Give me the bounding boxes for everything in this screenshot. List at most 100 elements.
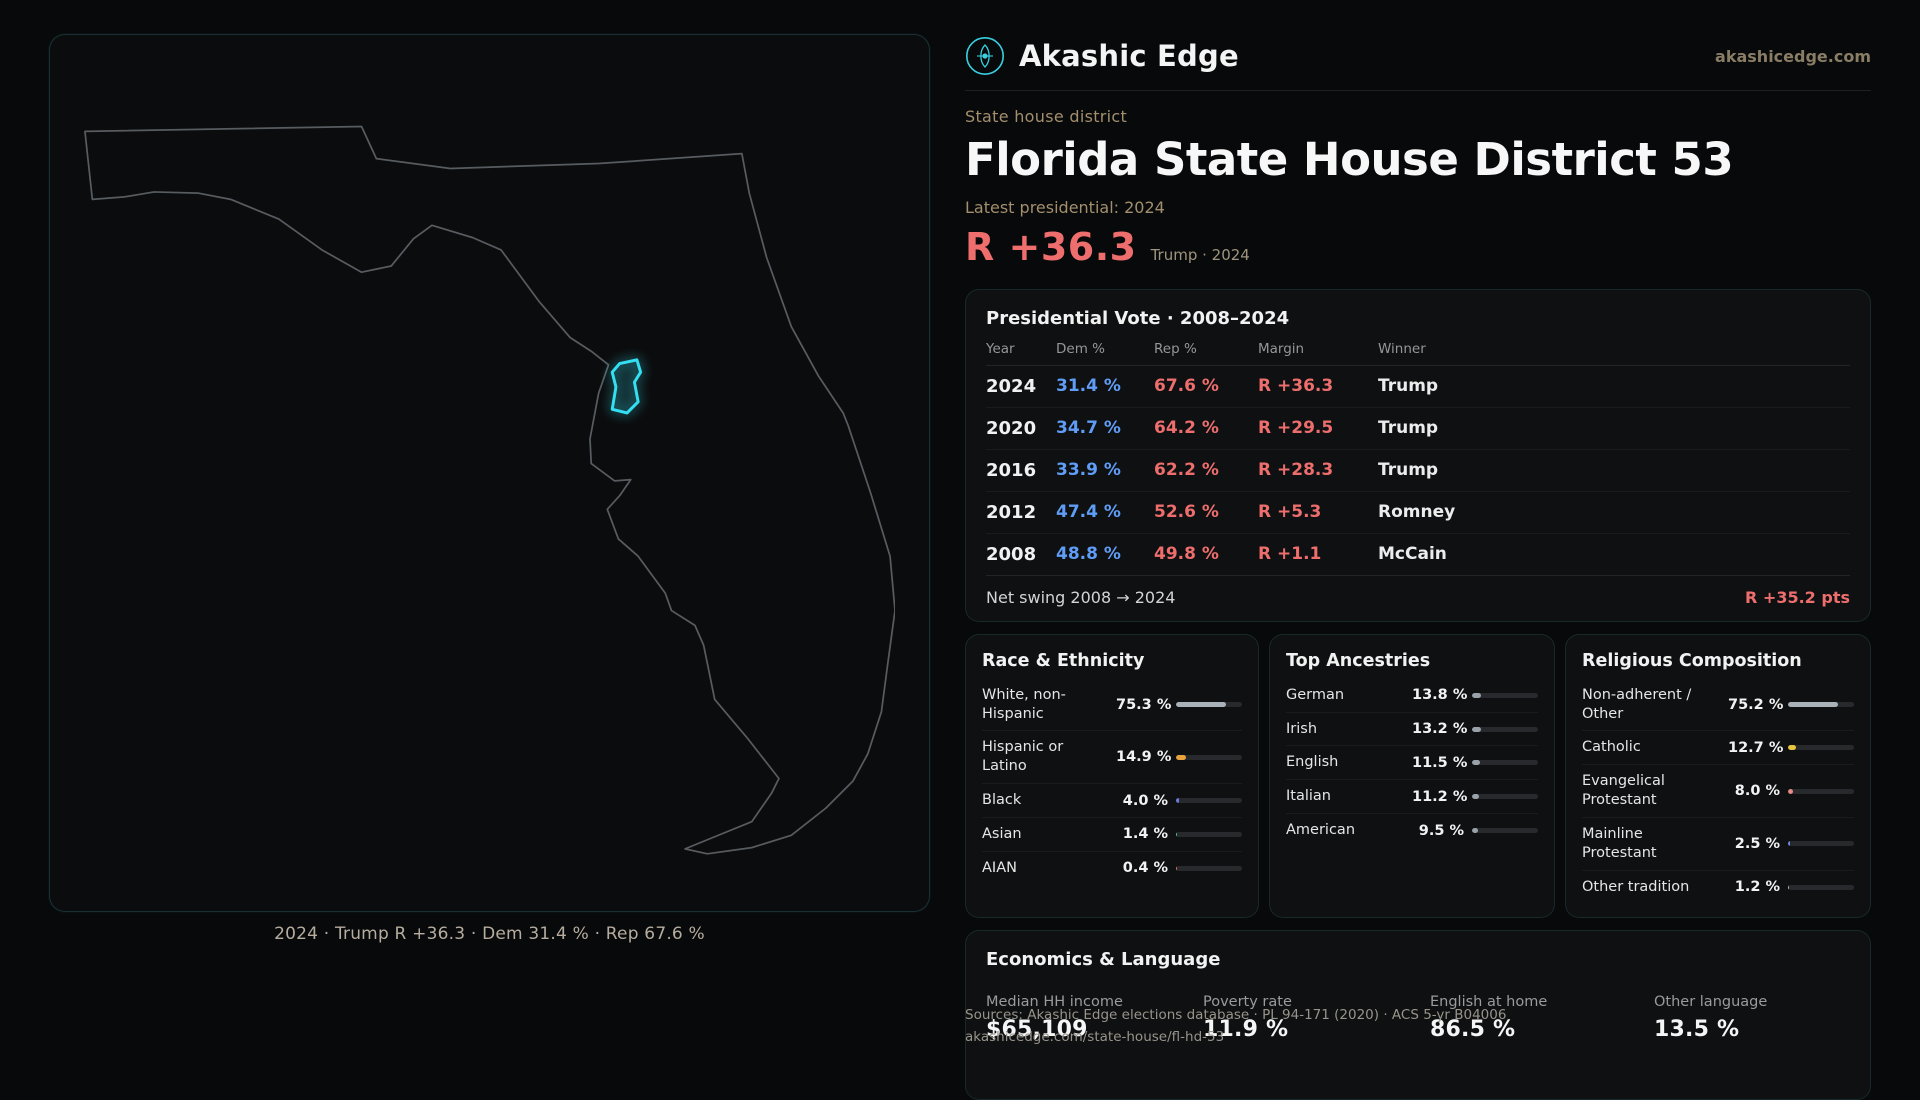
stat-bar xyxy=(1472,726,1538,732)
stat-bar xyxy=(1472,794,1538,800)
detail-panel: Akashic Edge akashicedge.com State house… xyxy=(965,30,1871,1100)
cell-year: 2016 xyxy=(986,459,1037,481)
religious-composition-title: Religious Composition xyxy=(1582,650,1802,671)
race-ethnicity-card: Race & Ethnicity White, non-Hispanic 75.… xyxy=(965,633,1259,918)
stat-row: Mainline Protestant 2.5 % xyxy=(1582,818,1854,871)
stat-bar xyxy=(1472,828,1538,834)
map-caption: 2024 · Trump R +36.3 · Dem 31.4 % · Rep … xyxy=(274,924,705,944)
cell-year: 2020 xyxy=(986,417,1037,439)
table-row: 2024 31.4 % 67.6 % R +36.3 Trump xyxy=(986,366,1850,408)
net-swing-value: R +35.2 pts xyxy=(1745,587,1850,607)
col-margin: Margin xyxy=(1258,340,1305,357)
headline-margin-row: R +36.3 Trump · 2024 xyxy=(965,225,1871,269)
stat-row: White, non-Hispanic 75.3 % xyxy=(982,679,1242,732)
cell-dem: 47.4 % xyxy=(1056,502,1121,523)
cell-year: 2012 xyxy=(986,501,1037,523)
cell-rep: 67.6 % xyxy=(1154,376,1219,397)
cell-margin: R +5.3 xyxy=(1258,502,1322,523)
cell-winner: Trump xyxy=(1378,418,1439,439)
religious-composition-card: Religious Composition Non-adherent / Oth… xyxy=(1565,633,1871,918)
stat-row: Irish 13.2 % xyxy=(1286,713,1538,747)
cell-rep: 49.8 % xyxy=(1154,544,1219,565)
top-ancestries-card: Top Ancestries German 13.8 % Irish 13.2 … xyxy=(1269,633,1555,918)
map-panel xyxy=(49,34,930,912)
table-row: 2008 48.8 % 49.8 % R +1.1 McCain xyxy=(986,534,1850,576)
cell-winner: Trump xyxy=(1378,376,1439,397)
district-53-shape xyxy=(610,358,643,415)
table-row: 2012 47.4 % 52.6 % R +5.3 Romney xyxy=(986,492,1850,534)
table-body: 2024 31.4 % 67.6 % R +36.3 Trump 2020 34… xyxy=(986,366,1850,576)
headline-margin-value: R +36.3 xyxy=(965,224,1137,269)
stat-bar xyxy=(1788,841,1854,847)
stat-row: Black 4.0 % xyxy=(982,784,1242,818)
stat-bar xyxy=(1472,692,1538,698)
sources-line: Sources: Akashic Edge elections database… xyxy=(965,1007,1507,1023)
cell-dem: 34.7 % xyxy=(1056,418,1121,439)
site-header: Akashic Edge akashicedge.com xyxy=(965,30,1871,82)
presidential-vote-title: Presidential Vote · 2008–2024 xyxy=(986,307,1290,329)
col-rep: Rep % xyxy=(1154,340,1197,357)
stat-row: Other tradition 1.2 % xyxy=(1582,871,1854,904)
stat-bar xyxy=(1176,754,1242,760)
presidential-vote-card: Presidential Vote · 2008–2024 Year Dem %… xyxy=(965,288,1871,622)
stat-bar xyxy=(1472,760,1538,766)
stat-bar xyxy=(1176,702,1242,708)
cell-dem: 48.8 % xyxy=(1056,544,1121,565)
stat-bar xyxy=(1788,884,1854,890)
cell-winner: Trump xyxy=(1378,460,1439,481)
florida-map xyxy=(84,125,895,855)
cell-margin: R +29.5 xyxy=(1258,418,1334,439)
cell-dem: 31.4 % xyxy=(1056,376,1121,397)
stat-row: German 13.8 % xyxy=(1286,679,1538,713)
col-dem: Dem % xyxy=(1056,340,1105,357)
stat-bar xyxy=(1176,865,1242,871)
district-type-eyebrow: State house district xyxy=(965,107,1128,126)
cell-year: 2008 xyxy=(986,543,1037,565)
stat-row: Italian 11.2 % xyxy=(1286,780,1538,815)
headline-margin-context: Trump · 2024 xyxy=(1150,245,1250,264)
demographics-row: Race & Ethnicity White, non-Hispanic 75.… xyxy=(965,633,1871,918)
stat-poverty-rate: Poverty rate 11.9 % xyxy=(1203,993,1292,1042)
table-row: 2020 34.7 % 64.2 % R +29.5 Trump xyxy=(986,408,1850,450)
table-row: 2016 33.9 % 62.2 % R +28.3 Trump xyxy=(986,450,1850,492)
cell-margin: R +1.1 xyxy=(1258,544,1322,565)
race-ethnicity-title: Race & Ethnicity xyxy=(982,650,1145,671)
cell-rep: 52.6 % xyxy=(1154,502,1219,523)
akashic-edge-logo-icon xyxy=(965,36,1005,76)
stat-row: AIAN 0.4 % xyxy=(982,852,1242,885)
top-ancestries-title: Top Ancestries xyxy=(1286,650,1431,671)
cell-margin: R +36.3 xyxy=(1258,376,1334,397)
site-url-link[interactable]: akashicedge.com xyxy=(1715,46,1871,66)
stat-row: Evangelical Protestant 8.0 % xyxy=(1582,765,1854,818)
florida-outline xyxy=(84,125,895,855)
stat-english-at-home: English at home 86.5 % xyxy=(1430,993,1548,1042)
table-header: Year Dem % Rep % Margin Winner xyxy=(986,341,1850,366)
economics-stats-row: Median HH income $65,109 Poverty rate 11… xyxy=(986,994,1850,1042)
stat-median-income: Median HH income $65,109 xyxy=(986,993,1123,1042)
net-swing-label: Net swing 2008 → 2024 xyxy=(986,587,1176,607)
brand-name: Akashic Edge xyxy=(1019,39,1239,73)
page-title: Florida State House District 53 xyxy=(965,133,1734,186)
cell-dem: 33.9 % xyxy=(1056,460,1121,481)
cell-margin: R +28.3 xyxy=(1258,460,1334,481)
stat-row: American 9.5 % xyxy=(1286,814,1538,847)
cell-rep: 62.2 % xyxy=(1154,460,1219,481)
stat-bar xyxy=(1176,831,1242,837)
cell-winner: McCain xyxy=(1378,544,1447,565)
stat-other-language: Other language 13.5 % xyxy=(1654,993,1768,1042)
stat-row: Catholic 12.7 % xyxy=(1582,731,1854,766)
stat-bar xyxy=(1176,798,1242,804)
stat-row: Asian 1.4 % xyxy=(982,818,1242,852)
cell-rep: 64.2 % xyxy=(1154,418,1219,439)
header-divider xyxy=(965,90,1871,91)
col-year: Year xyxy=(986,340,1015,357)
economics-language-title: Economics & Language xyxy=(986,948,1221,970)
stat-bar xyxy=(1788,745,1854,751)
stat-bar xyxy=(1788,702,1854,708)
stat-row: Non-adherent / Other 75.2 % xyxy=(1582,679,1854,732)
cell-year: 2024 xyxy=(986,375,1037,397)
net-swing-row: Net swing 2008 → 2024 R +35.2 pts xyxy=(986,574,1850,607)
latest-presidential-label: Latest presidential: 2024 xyxy=(965,197,1165,217)
col-winner: Winner xyxy=(1378,340,1426,357)
permalink[interactable]: akashicedge.com/state-house/fl-hd-53 xyxy=(965,1029,1225,1045)
